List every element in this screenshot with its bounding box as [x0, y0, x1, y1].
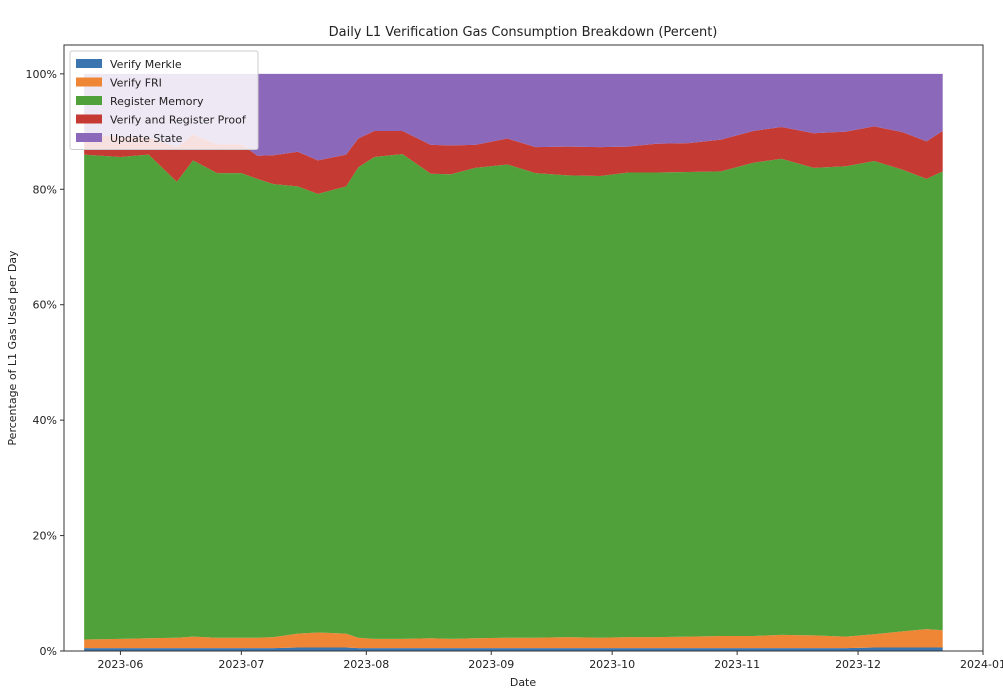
legend-label: Update State [110, 132, 183, 145]
legend-label: Verify and Register Proof [110, 114, 247, 127]
y-axis: 0% 20% 40% 60% 80% 100% [26, 68, 64, 658]
legend-swatch [76, 96, 102, 105]
x-tick-label: 2023-09 [468, 658, 514, 671]
legend-label: Verify FRI [110, 77, 162, 90]
area-series-verify-and-register-proof [84, 126, 943, 194]
area-series-register-memory [84, 154, 943, 640]
area-series-update-state [84, 73, 943, 161]
plot-frame [63, 44, 984, 652]
x-axis-label: Date [510, 676, 537, 689]
legend-swatch [76, 114, 102, 124]
legend-label: Register Memory [110, 95, 204, 108]
x-tick-label: 2023-07 [218, 658, 264, 671]
legend-swatch [76, 59, 102, 68]
y-axis-label: Percentage of L1 Gas Used per Day [6, 250, 19, 446]
x-axis: 2023-06 2023-07 2023-08 2023-09 2023-10 2023-… [97, 651, 1003, 671]
x-tick-label: 2023-12 [835, 658, 881, 671]
y-tick-label: 60% [33, 299, 57, 312]
x-tick-label: 2024-01 [960, 658, 1003, 671]
x-tick-label: 2023-10 [589, 658, 635, 671]
legend-swatch [76, 77, 102, 87]
x-tick-label: 2023-06 [97, 658, 143, 671]
y-tick-label: 0% [40, 645, 57, 658]
x-tick-label: 2023-08 [343, 658, 389, 671]
chart-title: Daily L1 Verification Gas Consumption Br… [329, 25, 718, 40]
y-tick-label: 80% [33, 183, 57, 196]
area-series-verify-fri [84, 629, 943, 649]
y-tick-label: 100% [26, 68, 57, 81]
legend-swatch [76, 133, 102, 142]
legend-label: Verify Merkle [110, 58, 182, 71]
legend-box [69, 50, 259, 150]
plot-area [63, 44, 984, 652]
y-tick-label: 40% [33, 414, 57, 427]
y-tick-label: 20% [33, 530, 57, 543]
area-series-verify-merkle [84, 647, 943, 651]
x-tick-label: 2023-11 [714, 658, 760, 671]
legend: Verify Merkle Verify FRI Register Memory Ve… [69, 50, 259, 150]
